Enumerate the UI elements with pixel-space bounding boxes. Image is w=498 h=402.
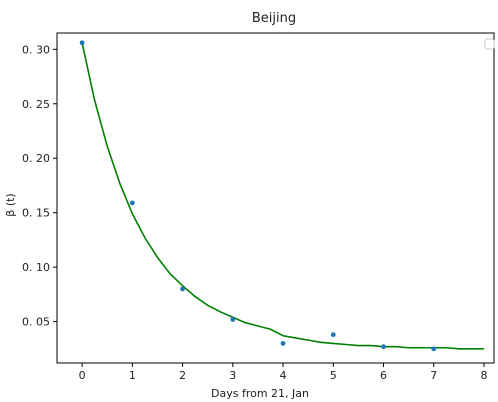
data-point [180, 286, 185, 292]
data-point [230, 317, 236, 322]
legend-box [484, 38, 495, 50]
data-point [79, 40, 85, 46]
data-point [381, 344, 386, 350]
x-tick-label: 8 [480, 369, 487, 382]
chart-title: Beijing [252, 11, 296, 26]
x-axis-title: Days from 21, Jan [211, 387, 309, 400]
data-point [129, 200, 135, 206]
y-axis-title: β (t) [4, 193, 17, 216]
y-tick-label: 0. 30 [22, 43, 50, 56]
x-tick-label: 4 [280, 369, 287, 382]
x-axis: 0 1 2 3 4 5 6 7 8 [79, 363, 487, 382]
x-tick-label: 0 [79, 369, 86, 382]
fit-curve-line [81, 42, 484, 350]
y-tick-label: 0. 20 [22, 152, 50, 165]
x-tick-label: 6 [380, 369, 387, 382]
x-tick-label: 3 [229, 369, 236, 382]
y-tick-label: 0. 15 [22, 207, 50, 220]
data-point [330, 332, 336, 338]
x-tick-label: 2 [179, 369, 186, 382]
data-point [431, 346, 437, 352]
plot-frame [56, 32, 495, 364]
x-tick-label: 7 [430, 369, 437, 382]
x-tick-label: 1 [129, 369, 136, 382]
y-tick-label: 0. 25 [22, 98, 50, 111]
plot-layer [79, 40, 484, 352]
data-point [280, 340, 286, 346]
y-axis: 0. 05 0. 10 0. 15 0. 20 0. 25 0. 30 [22, 43, 57, 329]
y-tick-label: 0. 10 [22, 261, 50, 274]
y-tick-label: 0. 05 [22, 316, 50, 329]
x-tick-label: 5 [330, 369, 337, 382]
